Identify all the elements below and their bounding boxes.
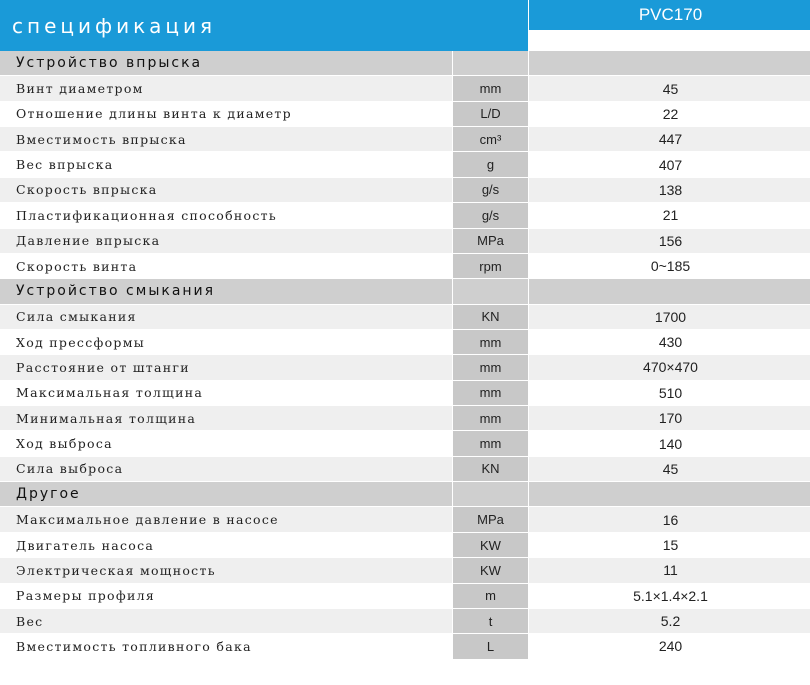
spec-unit: mm: [453, 355, 528, 381]
section-value-blank: [529, 482, 810, 508]
spec-label: Вес впрыска: [0, 152, 452, 178]
section-header: Устройство смыкания: [0, 279, 452, 305]
spec-value: 15: [529, 532, 810, 559]
spec-unit: mm: [453, 329, 528, 356]
spec-value: 240: [529, 634, 810, 660]
spec-unit: g: [453, 152, 528, 178]
spec-unit: rpm: [453, 253, 528, 280]
spec-value: 21: [529, 203, 810, 229]
section-unit-blank: [453, 482, 528, 508]
spec-label: Вместимость впрыска: [0, 127, 452, 153]
spec-label: Скорость впрыска: [0, 177, 452, 204]
spec-value: 5.1×1.4×2.1: [529, 583, 810, 609]
section-unit-blank: [453, 279, 528, 305]
spec-value: 156: [529, 228, 810, 254]
model-name: PVC170: [529, 0, 810, 30]
spec-label: Расстояние от штанги: [0, 355, 452, 381]
spec-label: Сила выброса: [0, 456, 452, 483]
spec-unit: MPa: [453, 507, 528, 533]
spec-unit: L: [453, 634, 528, 660]
section-unit-blank: [453, 51, 528, 77]
spec-label: Ход прессформы: [0, 329, 452, 356]
spec-value: 430: [529, 329, 810, 356]
spec-label: Двигатель насоса: [0, 532, 452, 559]
spec-label: Максимальное давление в насосе: [0, 507, 452, 533]
spec-value: 470×470: [529, 355, 810, 381]
spec-value: 5.2: [529, 608, 810, 635]
spec-value: 0~185: [529, 253, 810, 280]
spec-unit: m: [453, 583, 528, 609]
spec-value: 138: [529, 177, 810, 204]
spec-unit: cm³: [453, 127, 528, 153]
section-header: Другое: [0, 482, 452, 508]
spec-unit: t: [453, 608, 528, 635]
spec-value: 510: [529, 380, 810, 407]
spec-label: Ход выброса: [0, 431, 452, 457]
spec-unit: KW: [453, 532, 528, 559]
spec-unit: mm: [453, 406, 528, 432]
spec-value: 22: [529, 101, 810, 128]
spec-label: Электрическая мощность: [0, 558, 452, 584]
spec-unit: MPa: [453, 228, 528, 254]
spec-label: Давление впрыска: [0, 228, 452, 254]
spec-label: Вес: [0, 608, 452, 635]
spec-value: 11: [529, 558, 810, 584]
spec-label: Скорость винта: [0, 253, 452, 280]
spec-value: 407: [529, 152, 810, 178]
spec-value: 447: [529, 127, 810, 153]
spec-label: Винт диаметром: [0, 76, 452, 102]
spec-label: Максимальная толщина: [0, 380, 452, 407]
section-value-blank: [529, 51, 810, 77]
spec-value: 170: [529, 406, 810, 432]
spec-unit: g/s: [453, 203, 528, 229]
spec-label: Размеры профиля: [0, 583, 452, 609]
model-header: PVC170: [529, 0, 810, 51]
section-value-blank: [529, 279, 810, 305]
spec-value: 16: [529, 507, 810, 533]
spec-unit: KW: [453, 558, 528, 584]
spec-label: Минимальная толщина: [0, 406, 452, 432]
spec-label: Пластификационная способность: [0, 203, 452, 229]
spec-unit: KN: [453, 304, 528, 330]
spec-value: 1700: [529, 304, 810, 330]
spec-unit: L/D: [453, 101, 528, 128]
spec-label: Вместимость топливного бака: [0, 634, 452, 660]
spec-unit: mm: [453, 380, 528, 407]
spec-label: Отношение длины винта к диаметр: [0, 101, 452, 128]
spec-value: 45: [529, 456, 810, 483]
spec-unit: KN: [453, 456, 528, 483]
spec-unit: mm: [453, 76, 528, 102]
section-header: Устройство впрыска: [0, 51, 452, 77]
spec-value: 45: [529, 76, 810, 102]
spec-value: 140: [529, 431, 810, 457]
spec-unit: g/s: [453, 177, 528, 204]
spec-unit: mm: [453, 431, 528, 457]
spec-label: Сила смыкания: [0, 304, 452, 330]
spec-title: спецификация: [0, 0, 528, 51]
